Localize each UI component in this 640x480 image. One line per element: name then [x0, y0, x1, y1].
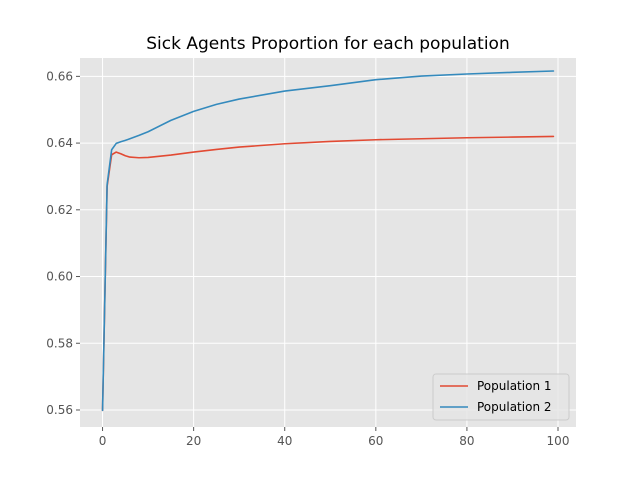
legend: Population 1 Population 2	[432, 373, 570, 421]
x-tick-label: 20	[186, 434, 201, 448]
x-tick-label: 40	[277, 434, 292, 448]
plot-area	[80, 58, 576, 427]
x-tick-label: 100	[547, 434, 570, 448]
x-tick-label: 80	[459, 434, 474, 448]
y-tick-label: 0.58	[46, 336, 73, 350]
series-lines	[101, 70, 555, 412]
series-line-population-1	[101, 135, 555, 412]
x-tick-label: 0	[99, 434, 107, 448]
y-tick-label: 0.66	[46, 69, 73, 83]
series-line-population-2	[101, 70, 555, 412]
x-axis: 0 20 40 60 80 100	[99, 427, 570, 448]
y-gridlines	[80, 75, 576, 411]
x-gridlines	[102, 58, 559, 427]
x-tick-label: 60	[368, 434, 383, 448]
y-tick-label: 0.62	[46, 203, 73, 217]
y-tick-label: 0.64	[46, 136, 73, 150]
y-tick-label: 0.56	[46, 403, 73, 417]
legend-label-population-2: Population 2	[477, 400, 552, 414]
chart-title: Sick Agents Proportion for each populati…	[146, 34, 509, 54]
y-axis: 0.56 0.58 0.60 0.62 0.64 0.66	[46, 69, 80, 417]
legend-label-population-1: Population 1	[477, 379, 552, 393]
legend-entries: Population 1 Population 2	[440, 379, 552, 414]
y-tick-label: 0.60	[46, 270, 73, 284]
